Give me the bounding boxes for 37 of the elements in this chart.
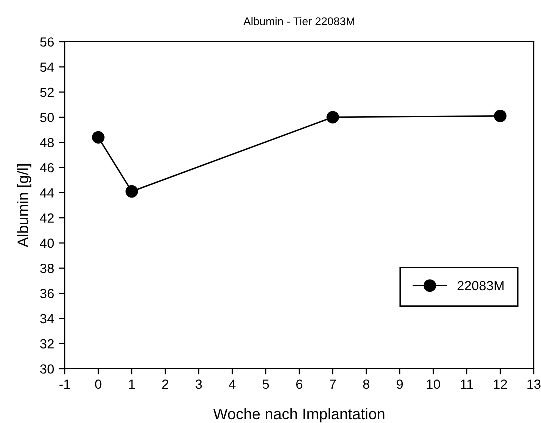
chart-title: Albumin - Tier 22083M bbox=[244, 17, 354, 26]
y-axis-title: Albumin [g/l] bbox=[17, 164, 32, 248]
y-tick-label: 56 bbox=[40, 38, 54, 47]
point bbox=[126, 185, 138, 198]
x-tick-label: 0 bbox=[95, 380, 102, 390]
y-tick-label: 40 bbox=[40, 238, 54, 248]
x-tick-label: 7 bbox=[330, 380, 336, 389]
x-axis-title: Woche nach Implantation bbox=[214, 408, 385, 423]
y-tick-label: 38 bbox=[40, 264, 54, 274]
x-tick-label: 12 bbox=[494, 380, 508, 389]
y-tick-label: 50 bbox=[40, 113, 54, 122]
x-tick-label: 1 bbox=[129, 380, 136, 389]
point bbox=[92, 131, 105, 144]
y-tick-label: 32 bbox=[40, 339, 54, 349]
y-tick-label: 48 bbox=[40, 138, 54, 148]
x-tick-label: 11 bbox=[461, 380, 474, 389]
y-tick-label: 36 bbox=[40, 289, 54, 298]
x-tick-label: -1 bbox=[60, 380, 70, 389]
x-tick-label: 13 bbox=[528, 380, 541, 390]
x-tick-label: 6 bbox=[296, 380, 303, 390]
x-tick-label: 2 bbox=[162, 380, 169, 389]
x-tick-label: 9 bbox=[396, 380, 404, 390]
x-tick-label: 3 bbox=[196, 380, 202, 390]
y-tick-label: 46 bbox=[40, 163, 54, 173]
point bbox=[494, 110, 507, 122]
y-tick-label: 42 bbox=[40, 214, 54, 223]
x-tick-label: 4 bbox=[229, 380, 236, 389]
x-tick-label: 8 bbox=[363, 380, 370, 390]
legend-label: 22083M bbox=[458, 281, 504, 291]
y-tick-label: 30 bbox=[40, 364, 54, 374]
point bbox=[326, 111, 340, 124]
x-tick-label: 5 bbox=[262, 380, 270, 390]
y-tick-label: 52 bbox=[40, 88, 54, 98]
y-tick-label: 34 bbox=[40, 314, 54, 324]
y-tick-label: 54 bbox=[40, 62, 54, 72]
x-tick-label: 10 bbox=[427, 380, 440, 390]
y-tick-label: 44 bbox=[40, 188, 54, 198]
